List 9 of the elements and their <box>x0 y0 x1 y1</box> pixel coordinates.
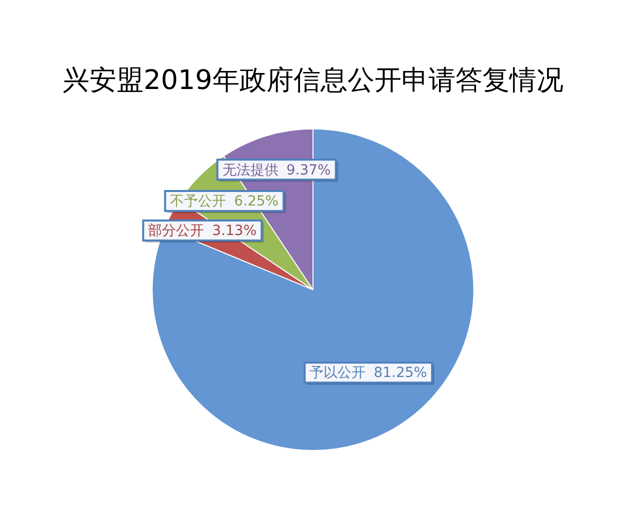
data-label: 3.13% <box>212 223 257 240</box>
data-label: 6.25% <box>234 194 279 210</box>
data-label: 9.37% <box>286 162 331 178</box>
chart-title: 兴安盟2019年政府信息公开申请答复情况 <box>62 65 564 96</box>
slice-label: 予以公开 <box>310 365 366 382</box>
slice-label: 不予公开 <box>170 194 226 210</box>
slice-label: 部分公开 <box>148 223 204 240</box>
slice-label: 无法提供 <box>222 162 278 178</box>
data-label: 81.25% <box>374 365 428 382</box>
